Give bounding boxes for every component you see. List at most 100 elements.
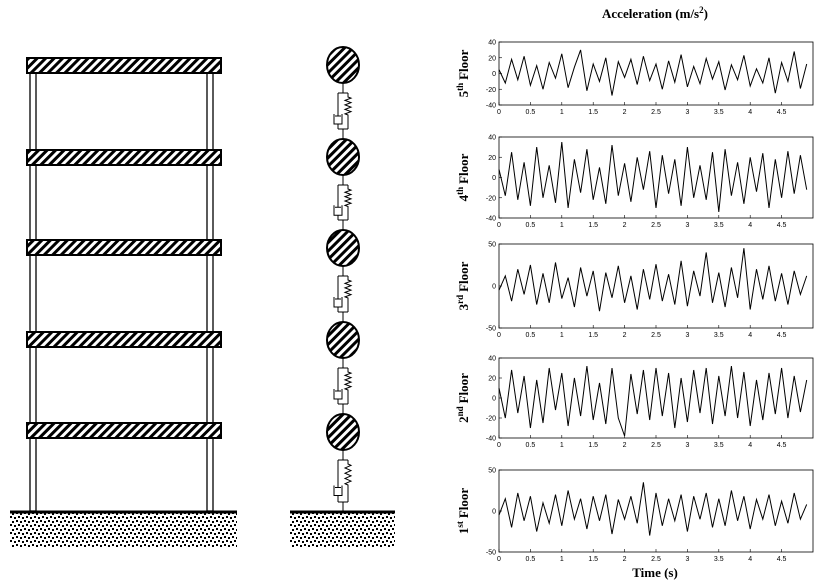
y-label-suffix: th	[455, 83, 465, 91]
x-tick-label: 3.5	[714, 332, 724, 339]
x-tick-label: 2.5	[651, 332, 661, 339]
y-label-suffix: st	[455, 521, 465, 528]
mass	[327, 47, 359, 83]
x-tick-label: 2	[623, 556, 627, 563]
y-tick-label: 20	[488, 55, 496, 62]
x-tick-label: 2.5	[651, 442, 661, 449]
floor-slab	[27, 332, 221, 347]
x-tick-label: 0	[497, 332, 501, 339]
x-tick-label: 3	[685, 109, 689, 116]
x-tick-label: 4	[748, 222, 752, 229]
spring	[345, 185, 351, 220]
x-tick-label: 3	[685, 222, 689, 229]
x-tick-label: 4	[748, 556, 752, 563]
dashpot	[334, 185, 342, 220]
floor-slab	[27, 423, 221, 438]
x-tick-label: 2.5	[651, 556, 661, 563]
x-tick-label: 1.5	[588, 109, 598, 116]
ground	[10, 513, 237, 548]
x-tick-label: 3.5	[714, 556, 724, 563]
y-tick-label: 0	[492, 396, 496, 403]
y-label-text: Floor	[456, 261, 471, 292]
dashpot	[334, 93, 342, 129]
y-tick-label: -40	[486, 436, 496, 443]
x-tick-label: 2.5	[651, 109, 661, 116]
x-tick-label: 3	[685, 556, 689, 563]
y-tick-label: 40	[488, 356, 496, 363]
x-tick-label: 4.5	[777, 442, 787, 449]
y-label-text: Floor	[456, 49, 471, 80]
column	[30, 73, 36, 511]
building-diagram	[10, 58, 237, 548]
y-axis-label: 3rdFloor	[455, 261, 471, 310]
x-tick-label: 4.5	[777, 556, 787, 563]
title-text: )	[704, 6, 708, 21]
x-tick-label: 0	[497, 442, 501, 449]
y-tick-label: -50	[486, 326, 496, 333]
signal-line	[499, 50, 807, 96]
subplot: 40200-20-4000.511.522.533.544.54thFloor	[455, 135, 813, 230]
y-axis-label: 2ndFloor	[455, 373, 471, 423]
plot-frame	[499, 470, 813, 552]
dashpot	[334, 276, 342, 312]
y-label-suffix: th	[455, 187, 465, 195]
x-tick-label: 0.5	[526, 109, 536, 116]
x-tick-label: 2	[623, 222, 627, 229]
column	[207, 73, 213, 511]
x-tick-label: 4.5	[777, 332, 787, 339]
y-tick-label: 0	[492, 509, 496, 516]
x-tick-label: 1.5	[588, 556, 598, 563]
y-label-suffix: rd	[455, 295, 465, 304]
dashpot	[334, 368, 342, 404]
y-tick-label: 20	[488, 376, 496, 383]
signal-line	[499, 482, 807, 535]
x-tick-label: 0	[497, 222, 501, 229]
x-tick-label: 1.5	[588, 222, 598, 229]
y-tick-label: 40	[488, 40, 496, 47]
y-axis-label: 4thFloor	[455, 153, 471, 201]
x-tick-label: 0.5	[526, 442, 536, 449]
x-tick-label: 0.5	[526, 556, 536, 563]
x-tick-label: 4	[748, 442, 752, 449]
y-tick-label: -20	[486, 416, 496, 423]
lumped-mass-model	[290, 47, 395, 548]
x-tick-label: 4.5	[777, 222, 787, 229]
plot-frame	[499, 42, 813, 105]
chart-title: Acceleration (m/s2)	[602, 5, 708, 21]
mass	[327, 230, 359, 266]
title-text: Acceleration (m/s	[602, 6, 699, 21]
x-tick-label: 0.5	[526, 332, 536, 339]
signal-line	[499, 366, 807, 436]
x-tick-label: 1	[560, 109, 564, 116]
spring	[345, 276, 351, 312]
x-axis-label: Time (s)	[632, 565, 678, 580]
mass	[327, 322, 359, 358]
x-tick-label: 4.5	[777, 109, 787, 116]
x-tick-label: 1	[560, 442, 564, 449]
y-label-text: Floor	[456, 488, 471, 519]
mass	[327, 414, 359, 450]
floor-slab	[27, 240, 221, 255]
figure: Acceleration (m/s2) Time (s) 40200-20-40…	[0, 0, 815, 583]
y-axis-label: 1stFloor	[455, 488, 471, 535]
x-tick-label: 2	[623, 442, 627, 449]
y-axis-label: 5thFloor	[455, 49, 471, 97]
subplot: 500-5000.511.522.533.544.51stFloor	[455, 468, 813, 564]
x-tick-label: 0	[497, 556, 501, 563]
dashpot	[334, 460, 342, 502]
signal-line	[499, 142, 807, 212]
y-tick-label: 40	[488, 135, 496, 142]
y-tick-label: 0	[492, 175, 496, 182]
y-tick-label: 0	[492, 284, 496, 291]
x-tick-label: 2	[623, 332, 627, 339]
x-tick-label: 3	[685, 442, 689, 449]
x-tick-label: 4	[748, 332, 752, 339]
x-tick-label: 0	[497, 109, 501, 116]
y-tick-label: -50	[486, 550, 496, 557]
floor-slab	[27, 58, 221, 73]
y-tick-label: -40	[486, 216, 496, 223]
x-tick-label: 0.5	[526, 222, 536, 229]
